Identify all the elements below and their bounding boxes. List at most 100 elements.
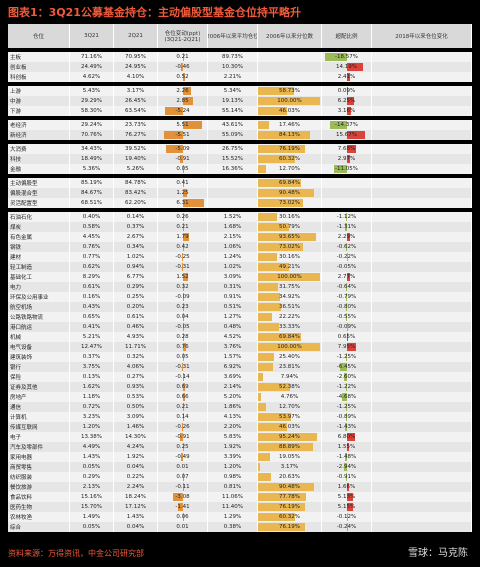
table-row: 主动偏股型 85.19% 84.78% 0.41 69.84% [8, 178, 472, 188]
table-cell: 26.45% [114, 96, 158, 106]
table-cell: 3.09% [208, 272, 258, 282]
table-cell: -5.51 [158, 130, 208, 140]
cell-text: 餐饮旅游 [10, 485, 33, 491]
bar [258, 383, 291, 391]
table-cell: -1.48% [322, 452, 372, 462]
table-cell: 房地产 [8, 392, 70, 402]
trend-cell [372, 262, 472, 272]
cell-text: 0.27% [126, 374, 145, 380]
cell-text: 0.93% [126, 384, 145, 390]
table-cell: 76.27% [114, 130, 158, 140]
table-cell: 46.03% [258, 422, 322, 432]
table-cell: 20.63% [258, 472, 322, 482]
table-cell: 0.26 [158, 212, 208, 222]
cell-text: 轻工制造 [10, 265, 33, 271]
cell-text: 5.51 [176, 122, 189, 128]
cell-text: 电子 [10, 435, 22, 441]
cell-text: 7.68% [337, 146, 356, 152]
table-row: 汽车及零部件 4.49% 4.24% 0.25 1.92% 88.89% 1.55% [8, 442, 472, 452]
cell-text: 1.66% [337, 484, 356, 490]
table-cell: 2.41% [322, 72, 372, 82]
table-cell: 农林牧渔 [8, 512, 70, 522]
table-cell: 0.66 [158, 392, 208, 402]
trend-cell [372, 382, 472, 392]
trend-cell [372, 512, 472, 522]
table-cell: 12.47% [70, 342, 114, 352]
table-cell: -3.08 [158, 492, 208, 502]
table-cell: -5.09 [158, 144, 208, 154]
bar [339, 363, 347, 371]
bar [345, 453, 347, 461]
cell-text: 11.40% [222, 504, 243, 510]
trend-cell [372, 212, 472, 222]
trend-cell [372, 342, 472, 352]
cell-text: 1.52 [176, 274, 189, 280]
table-cell: 2.85 [158, 96, 208, 106]
cell-text: 83.42% [125, 190, 146, 196]
cell-text: 0.34% [126, 244, 145, 250]
table-cell: 100.00% [258, 272, 322, 282]
table-cell: 0.43% [70, 302, 114, 312]
bar [258, 423, 287, 431]
trend-cell [372, 96, 472, 106]
cell-text: 89.73% [222, 54, 243, 60]
table-row: 中游 29.29% 26.45% 2.85 19.13% 100.00% 6.25% [8, 96, 472, 106]
cell-text: 2Q21 [128, 33, 143, 39]
cell-text: 18.49% [81, 156, 102, 162]
bar [258, 473, 271, 481]
bar [183, 393, 186, 401]
table-cell: 5.43% [70, 86, 114, 96]
table-cell: 63.54% [114, 106, 158, 116]
cell-text: 2.85 [176, 98, 189, 104]
bar [346, 243, 347, 251]
cell-text: 30.16% [279, 254, 300, 260]
table-cell: -11.05% [322, 164, 372, 174]
cell-text: 30.16% [279, 214, 300, 220]
table-cell: 15.52% [208, 154, 258, 164]
cell-text: 49.21% [279, 264, 300, 270]
bar [183, 199, 205, 207]
cell-text: 1.06% [223, 244, 242, 250]
table-cell: -0.91 [158, 154, 208, 164]
cell-text: -18.57% [335, 54, 358, 60]
cell-text: 84.67% [81, 190, 102, 196]
cell-text: 0.16% [82, 294, 101, 300]
table-cell: 航空机场 [8, 302, 70, 312]
table-cell: 84.13% [258, 130, 322, 140]
table-cell: -0.05% [322, 262, 372, 272]
table-cell: 0.41% [70, 322, 114, 332]
table-cell: 科技 [8, 154, 70, 164]
bar [164, 131, 183, 139]
table-cell [322, 188, 372, 198]
table-cell: 0.65% [322, 332, 372, 342]
header-cell: 超配比例 [322, 24, 372, 48]
cell-text: 4.24% [126, 444, 145, 450]
cell-text: 钢铁 [10, 245, 22, 251]
table-cell: 0.50% [114, 402, 158, 412]
cell-text: 55.09% [222, 132, 243, 138]
table-cell: 传媒互联网 [8, 422, 70, 432]
table-cell: 6.25% [322, 96, 372, 106]
table-cell: 12.70% [258, 402, 322, 412]
table-cell: -0.49 [158, 452, 208, 462]
table-cell: 0.77% [70, 252, 114, 262]
table-row: 主板 71.16% 70.95% 0.21 89.73% -18.57% [8, 52, 472, 62]
bar [172, 493, 183, 501]
table-cell: -0.09% [322, 322, 372, 332]
cell-text: 0.22% [126, 474, 145, 480]
bar [345, 473, 347, 481]
table-cell: 4.52% [208, 332, 258, 342]
table-cell: 0.58% [70, 222, 114, 232]
table-cell: 3.76% [208, 342, 258, 352]
table-cell: 0.62% [70, 262, 114, 272]
table-cell: 1.79 [158, 232, 208, 242]
cell-text: 46.03% [279, 108, 300, 114]
cell-text: 15.16% [81, 494, 102, 500]
table-row: 下游 58.30% 63.54% -5.24 55.14% 46.03% 3.16% [8, 106, 472, 116]
cell-text: 76.19% [279, 146, 300, 152]
table-cell: -5.24 [158, 106, 208, 116]
trend-cell [372, 352, 472, 362]
cell-text: -0.31 [175, 364, 190, 370]
table-cell: 77.78% [258, 492, 322, 502]
cell-text: 2.67% [126, 234, 145, 240]
